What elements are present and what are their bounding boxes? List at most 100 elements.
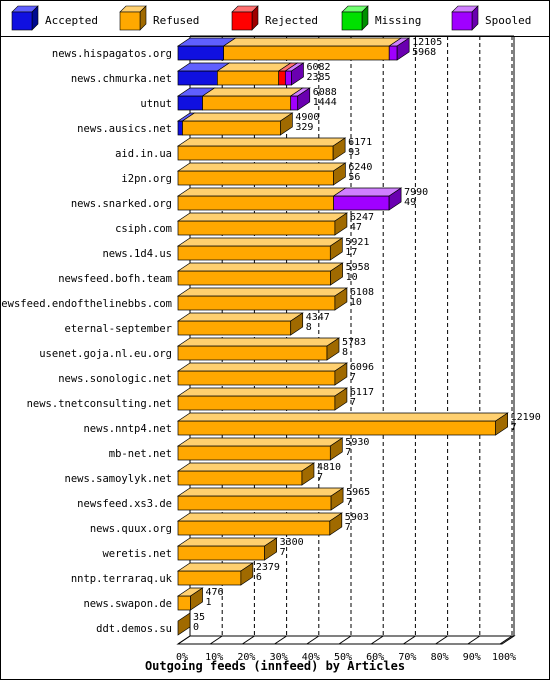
bar-top-refused — [176, 362, 349, 372]
value-label-spooled: 7 — [345, 522, 351, 533]
bar-segment-refused — [177, 570, 242, 586]
value-label-total: 6247 — [350, 212, 374, 223]
row-label: usenet.goja.nl.eu.org — [39, 348, 172, 360]
bar-segment-refused — [177, 145, 334, 161]
value-label-total: 5965 — [346, 487, 370, 498]
x-axis-label: Outgoing feeds (innfeed) by Articles — [145, 659, 405, 673]
bar-segment-accepted — [177, 70, 218, 86]
bar-top-refused — [176, 137, 347, 147]
tick-mark — [338, 635, 352, 645]
bar-side — [332, 137, 346, 161]
bar-side — [291, 62, 304, 86]
value-label-total: 6117 — [350, 387, 374, 398]
value-label-spooled: 7 — [280, 547, 286, 558]
bar-top-refused — [176, 162, 347, 172]
row-label: newsfeed.xs3.de — [77, 498, 172, 510]
tick-mark — [274, 635, 287, 645]
bar-segment-refused — [182, 120, 281, 136]
value-label-spooled: 7 — [350, 397, 356, 408]
value-label-total: 3300 — [280, 537, 304, 548]
tick-label: 60% — [366, 652, 384, 663]
legend-label: Refused — [153, 14, 199, 27]
bar-side — [177, 612, 191, 636]
legend-swatch — [119, 11, 141, 31]
tick-mark — [467, 635, 481, 645]
value-label-spooled: 56 — [348, 172, 360, 183]
bar-segment-refused — [177, 370, 336, 386]
row-label: i2pn.org — [121, 173, 172, 185]
bar-side — [333, 162, 346, 186]
bar-segment-refused — [177, 320, 292, 336]
bar-top-refused — [176, 187, 347, 197]
value-label-spooled: 329 — [295, 122, 313, 133]
bar-segment-refused — [177, 345, 328, 361]
value-label-spooled: 7 — [317, 472, 323, 483]
bar-segment-refused — [202, 95, 292, 111]
tick-label: 40% — [302, 652, 320, 663]
bar-side — [326, 337, 340, 361]
row-labels: news.hispagatos.org news.chmurka.net utnut… — [0, 48, 173, 635]
value-label-spooled: 8 — [342, 347, 348, 358]
value-label-total: 5783 — [342, 337, 366, 348]
value-label-spooled: 10 — [346, 272, 358, 283]
bar-segment-spooled — [290, 95, 299, 111]
row-label: news.samoylyk.net — [65, 473, 172, 485]
bar-top-refused — [176, 487, 345, 497]
bar-segment-refused — [177, 520, 331, 536]
bar-top-refused — [176, 387, 349, 397]
bar-segment-spooled — [333, 195, 390, 211]
bar-segment-accepted — [177, 120, 183, 136]
tick-mark — [370, 635, 384, 645]
bar-side — [396, 37, 410, 61]
row-label: news.chmurka.net — [71, 73, 172, 85]
value-label-total: 2379 — [256, 562, 280, 573]
bar-side — [330, 262, 343, 286]
bar-top-refused — [176, 437, 344, 447]
tick-label: 10% — [205, 652, 223, 663]
value-label-total: 6082 — [306, 62, 330, 73]
value-label-spooled: 10 — [350, 297, 362, 308]
row-label: news.ausics.net — [77, 123, 172, 135]
row-label: news.hispagatos.org — [52, 48, 172, 60]
bar-segment-accepted — [177, 95, 203, 111]
value-label-total: 6088 — [313, 87, 337, 98]
tick-label: 30% — [270, 652, 288, 663]
value-label-spooled: 0 — [193, 622, 199, 633]
bar-side — [334, 287, 348, 311]
bar-segment-refused — [217, 70, 280, 86]
bar-segment-refused — [177, 445, 331, 461]
tick-label: 20% — [237, 652, 255, 663]
bar-segment-refused — [177, 245, 331, 261]
bar-segment-accepted — [177, 45, 224, 61]
value-label-total: 12190 — [511, 412, 541, 423]
bar-segment-rejected — [278, 70, 286, 86]
bar-top-refused — [176, 212, 349, 222]
row-label: news.nntp4.net — [83, 423, 172, 435]
value-label-spooled: 5968 — [412, 47, 436, 58]
bar-segment-refused — [177, 270, 331, 286]
value-label-total: 5921 — [345, 237, 369, 248]
row-label: news.1d4.us — [102, 248, 172, 260]
value-label-spooled: 8 — [306, 322, 312, 333]
row-label: nntp.terraraq.uk — [71, 573, 173, 585]
bar-side — [190, 587, 203, 611]
value-label-total: 4900 — [295, 112, 319, 123]
bar-side — [495, 412, 509, 436]
bar-top-refused — [176, 337, 341, 347]
value-label-spooled: 7 — [345, 447, 351, 458]
bar-segment-refused — [177, 595, 191, 611]
row-label: news.swapon.de — [83, 598, 172, 610]
axis-floor — [176, 635, 516, 645]
bars: 1210559686082238560881444490032961719362… — [176, 37, 541, 636]
bar-top-refused — [176, 237, 344, 247]
legend-swatch — [231, 11, 253, 31]
value-label-total: 6171 — [348, 137, 372, 148]
bar-side — [329, 237, 343, 261]
x-axis: 0% 10% 20% 30% 40% 50% 60% 70% 80% 90% 100% — [176, 635, 516, 663]
bar-top-refused — [181, 112, 294, 122]
value-label-spooled: 93 — [348, 147, 360, 158]
row-label: newsfeed.endofthelinebbs.com — [0, 298, 172, 310]
value-label-total: 5958 — [346, 262, 370, 273]
row-label: ddt.demos.su — [96, 623, 172, 635]
value-label-spooled: 1444 — [313, 97, 337, 108]
